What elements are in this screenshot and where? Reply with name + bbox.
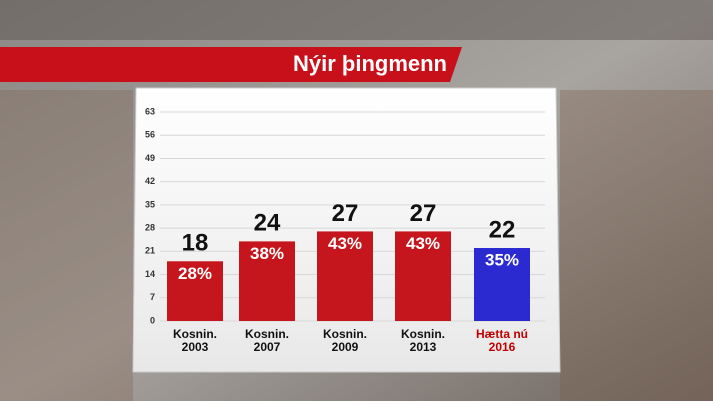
value-label: 18 — [182, 230, 209, 257]
x-tick-label: Kosnin. — [323, 327, 367, 341]
background-shade — [0, 90, 133, 401]
chart-title: Nýir þingmenn — [293, 51, 447, 76]
plot: 0714212835424956631828%Kosnin.20032438%K… — [145, 106, 545, 354]
y-tick-label: 14 — [145, 269, 155, 279]
x-tick-label: Hætta nú — [476, 327, 528, 341]
x-tick-label: 2009 — [332, 340, 359, 354]
x-tick-label: 2007 — [254, 340, 281, 354]
share-label: 43% — [328, 234, 362, 253]
background-shade — [0, 0, 713, 40]
share-label: 43% — [406, 234, 440, 253]
y-tick-label: 49 — [145, 153, 155, 163]
y-tick-label: 56 — [145, 130, 155, 140]
value-label: 27 — [410, 200, 437, 227]
bar — [317, 231, 373, 321]
value-label: 27 — [332, 200, 359, 227]
y-tick-label: 0 — [150, 315, 155, 325]
share-label: 28% — [178, 264, 212, 283]
y-tick-label: 21 — [145, 246, 155, 256]
bar — [239, 241, 295, 321]
x-tick-label: Kosnin. — [401, 327, 445, 341]
x-tick-label: Kosnin. — [245, 327, 289, 341]
x-tick-label: Kosnin. — [173, 327, 217, 341]
value-label: 24 — [254, 210, 281, 237]
y-tick-label: 42 — [145, 176, 155, 186]
y-tick-label: 63 — [145, 106, 155, 116]
title-banner — [0, 47, 462, 82]
x-tick-label: 2013 — [410, 340, 437, 354]
x-tick-label: 2016 — [489, 340, 516, 354]
background-shade — [560, 90, 713, 401]
y-tick-label: 35 — [145, 199, 155, 209]
x-tick-label: 2003 — [182, 340, 209, 354]
bar — [474, 248, 530, 321]
bar — [395, 231, 451, 321]
y-tick-label: 28 — [145, 222, 155, 232]
y-tick-label: 7 — [150, 292, 155, 302]
share-label: 38% — [250, 244, 284, 263]
bar — [167, 261, 223, 321]
value-label: 22 — [489, 216, 516, 243]
share-label: 35% — [485, 251, 519, 270]
